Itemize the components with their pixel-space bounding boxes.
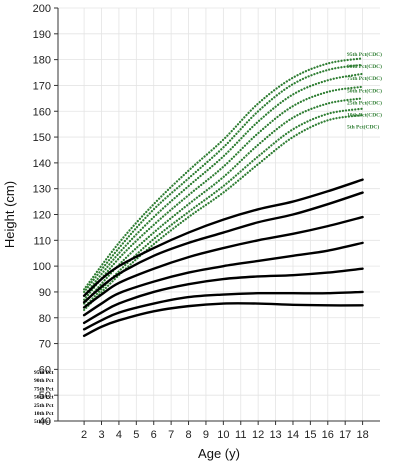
- series-label: 10th Pct(CDC): [347, 112, 382, 119]
- y-tick-label: 60: [39, 364, 51, 376]
- y-tick-label: 150: [33, 132, 51, 144]
- series-line-90th-pct: [82, 191, 364, 304]
- series-line-95th-pct: [82, 178, 364, 298]
- y-tick-label: 40: [39, 416, 51, 428]
- y-tick-label: 70: [39, 339, 51, 351]
- series-label: 50th Pct(CDC): [347, 87, 382, 94]
- y-axis-title: Height (cm): [2, 181, 17, 248]
- x-tick-label: 6: [151, 429, 157, 441]
- series-label: 25th Pct(CDC): [347, 99, 382, 106]
- y-tick-label: 170: [33, 80, 51, 92]
- x-tick-label: 16: [322, 429, 334, 441]
- x-tick-label: 8: [185, 429, 191, 441]
- series-label: 75th Pct(CDC): [347, 75, 382, 82]
- x-tick-label: 9: [203, 429, 209, 441]
- series-label: 25th Pct: [34, 403, 54, 409]
- y-tick-label: 80: [39, 313, 51, 325]
- x-tick-label: 3: [98, 429, 104, 441]
- series-line-25th-pct-cdc: [83, 97, 364, 305]
- x-tick-label: 15: [304, 429, 316, 441]
- x-tick-label: 4: [116, 429, 122, 441]
- series-line-50th-pct-cdc: [83, 85, 364, 301]
- series-label: 5th Pct(CDC): [347, 124, 379, 131]
- y-tick-label: 200: [33, 3, 51, 15]
- series-line-5th-pct: [82, 302, 364, 338]
- series-lines: [82, 57, 364, 338]
- series-line-25th-pct: [82, 267, 364, 325]
- series-label: 5th Pct: [34, 419, 51, 425]
- series-label: 50th Pct: [34, 395, 54, 401]
- x-tick-label: 11: [235, 429, 246, 441]
- y-tick-label: 160: [33, 106, 51, 118]
- x-tick-label: 17: [339, 429, 351, 441]
- series-labels: 95th Pct 90th Pct 75th Pct 50th Pct 25th Pct…: [34, 51, 382, 425]
- series-line-5th-pct-cdc: [83, 114, 364, 312]
- y-tick-label: 110: [33, 235, 51, 247]
- y-tick-label: 90: [39, 287, 51, 299]
- y-tick-label: 100: [33, 261, 51, 273]
- x-tick-label: 18: [356, 429, 368, 441]
- x-tick-label: 12: [252, 429, 264, 441]
- series-label: 75th Pct: [34, 386, 54, 392]
- x-tick-label: 2: [81, 429, 87, 441]
- x-tick-label: 5: [133, 429, 139, 441]
- y-tick-label: 130: [33, 184, 51, 196]
- y-tick-label: 180: [33, 55, 51, 67]
- series-label: 90th Pct: [34, 378, 54, 384]
- x-tick-label: 14: [287, 429, 299, 441]
- y-tick-label: 120: [33, 210, 51, 222]
- series-line-10th-pct: [82, 290, 364, 331]
- series-line-75th-pct-cdc: [83, 72, 364, 297]
- x-axis-title: Age (y): [198, 446, 240, 461]
- x-tick-label: 13: [269, 429, 281, 441]
- series-label: 10th Pct: [34, 411, 54, 417]
- series-line-95th-pct-cdc: [83, 57, 364, 291]
- grid: [58, 7, 380, 422]
- x-tick-label: 7: [168, 429, 174, 441]
- series-label: 90th Pct(CDC): [347, 63, 382, 70]
- axes: 40 50 60 70 80 90 100 110 120 130 140 150 160 170 180 1…: [33, 3, 380, 441]
- series-line-50th-pct: [82, 241, 364, 317]
- series-label: 95th Pct(CDC): [347, 51, 382, 58]
- series-line-90th-pct-cdc: [83, 63, 364, 294]
- series-label: 95th Pct: [34, 370, 54, 376]
- y-tick-label: 190: [33, 29, 51, 41]
- series-line-75th-pct: [82, 215, 364, 309]
- y-tick-label: 50: [39, 390, 51, 402]
- x-tick-label: 10: [217, 429, 229, 441]
- y-tick-label: 140: [33, 158, 51, 170]
